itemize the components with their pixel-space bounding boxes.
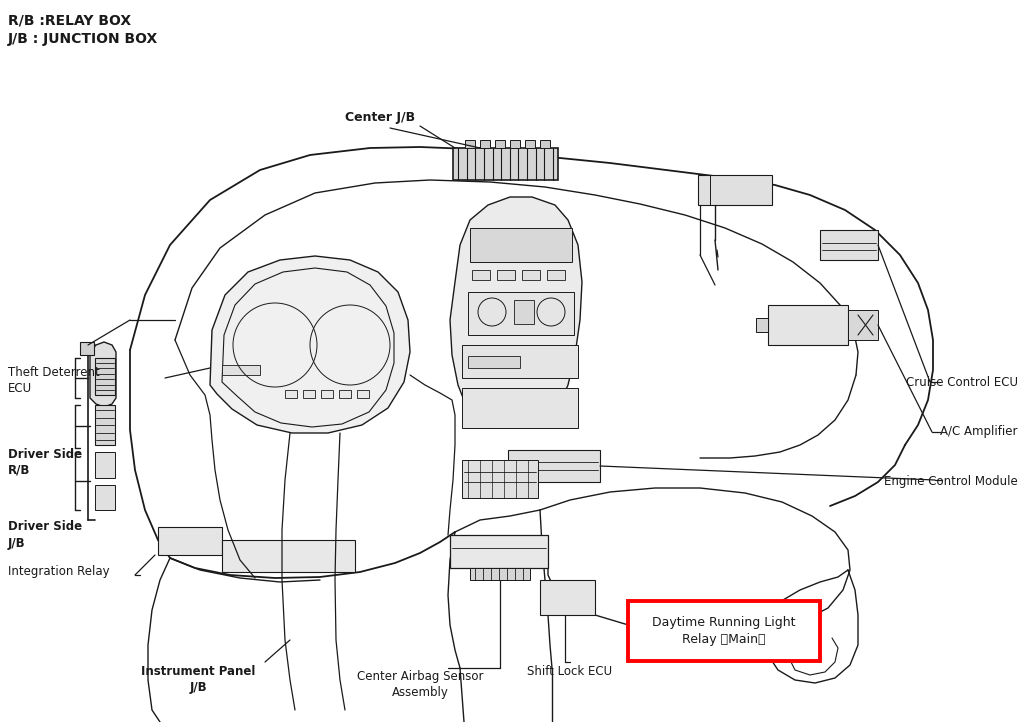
Polygon shape: [222, 365, 260, 375]
Polygon shape: [540, 140, 550, 148]
Polygon shape: [480, 140, 490, 148]
Polygon shape: [522, 270, 540, 280]
Text: Center J/B: Center J/B: [345, 111, 415, 124]
Polygon shape: [285, 390, 297, 398]
Polygon shape: [525, 140, 535, 148]
Polygon shape: [453, 148, 558, 180]
Polygon shape: [468, 292, 574, 335]
Text: Engine Control Module: Engine Control Module: [885, 476, 1018, 489]
Polygon shape: [158, 527, 222, 555]
Polygon shape: [450, 535, 548, 568]
Text: Daytime Running Light
Relay （Main）: Daytime Running Light Relay （Main）: [652, 617, 796, 645]
Polygon shape: [80, 342, 94, 355]
Text: J/B : JUNCTION BOX: J/B : JUNCTION BOX: [8, 32, 159, 46]
Text: Shift Lock ECU: Shift Lock ECU: [527, 665, 612, 678]
Bar: [628, 601, 820, 661]
Polygon shape: [303, 390, 315, 398]
Polygon shape: [462, 388, 578, 428]
Polygon shape: [210, 256, 410, 433]
Polygon shape: [462, 345, 578, 378]
Text: Cruise Control ECU: Cruise Control ECU: [906, 376, 1018, 389]
Polygon shape: [95, 358, 115, 395]
Polygon shape: [540, 580, 595, 615]
Polygon shape: [462, 460, 538, 498]
Polygon shape: [472, 270, 490, 280]
Polygon shape: [848, 310, 878, 340]
Polygon shape: [468, 356, 520, 368]
Polygon shape: [514, 300, 534, 324]
Polygon shape: [497, 270, 515, 280]
Polygon shape: [470, 568, 530, 580]
Text: Driver Side
J/B: Driver Side J/B: [8, 521, 82, 549]
Text: Theft Deterrent
ECU: Theft Deterrent ECU: [8, 365, 99, 394]
Text: Center Airbag Sensor
Assembly: Center Airbag Sensor Assembly: [356, 670, 483, 699]
Polygon shape: [465, 140, 475, 148]
Text: R/B :RELAY BOX: R/B :RELAY BOX: [8, 14, 131, 28]
Polygon shape: [768, 305, 848, 345]
Polygon shape: [95, 485, 115, 510]
Polygon shape: [547, 270, 565, 280]
Polygon shape: [508, 450, 600, 482]
Text: Driver Side
R/B: Driver Side R/B: [8, 448, 82, 477]
Polygon shape: [339, 390, 351, 398]
Polygon shape: [470, 228, 572, 262]
Polygon shape: [90, 342, 116, 407]
Polygon shape: [450, 197, 582, 428]
Polygon shape: [95, 405, 115, 445]
Polygon shape: [756, 318, 768, 332]
Text: Instrument Panel
J/B: Instrument Panel J/B: [141, 665, 255, 694]
Text: A/C Amplifier: A/C Amplifier: [940, 425, 1018, 438]
Polygon shape: [820, 230, 878, 260]
Polygon shape: [495, 140, 505, 148]
Polygon shape: [95, 452, 115, 478]
Polygon shape: [357, 390, 369, 398]
Polygon shape: [321, 390, 333, 398]
Polygon shape: [698, 175, 772, 205]
Text: Integration Relay: Integration Relay: [8, 565, 110, 578]
Polygon shape: [222, 540, 355, 572]
Polygon shape: [510, 140, 520, 148]
